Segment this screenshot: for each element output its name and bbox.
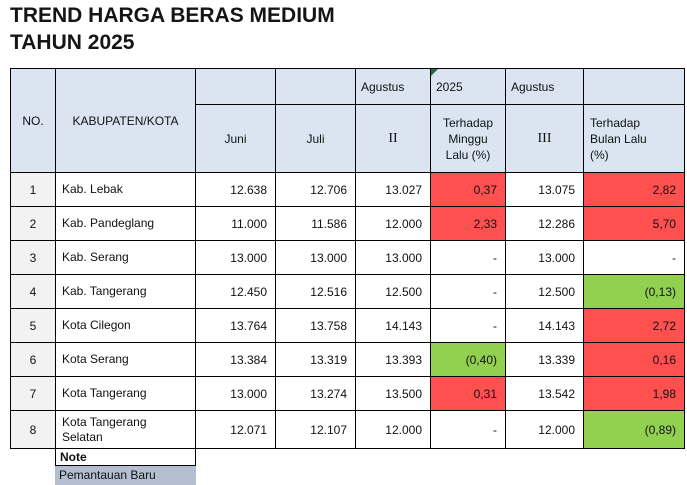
price-agustus-iii-cell: 14.143 — [505, 308, 584, 343]
excel-corner-marker-icon — [431, 69, 438, 76]
region-name-cell: Kab. Pandeglang — [55, 206, 196, 241]
price-agustus-ii-cell: 13.393 — [355, 342, 431, 377]
change-vs-week-cell: 0,31 — [430, 376, 506, 411]
table-row: 2 Kab. Pandeglang 11.000 11.586 12.000 2… — [10, 206, 685, 241]
change-vs-month-cell: - — [583, 240, 685, 275]
change-vs-month-cell: 2,82 — [583, 172, 685, 207]
change-vs-month-cell: 5,70 — [583, 206, 685, 241]
header-empty-juli — [275, 68, 356, 105]
header-region: KABUPATEN/KOTA — [55, 68, 196, 173]
table-row: 6 Kota Serang 13.384 13.319 13.393 (0,40… — [10, 342, 685, 377]
page-title-line2: TAHUN 2025 — [10, 31, 135, 54]
header-week-iii: III — [505, 104, 584, 173]
row-number-cell: 3 — [10, 240, 56, 275]
price-juni-cell: 12.071 — [195, 410, 276, 449]
price-juli-cell: 13.758 — [275, 308, 356, 343]
table-row: 1 Kab. Lebak 12.638 12.706 13.027 0,37 1… — [10, 172, 685, 207]
price-agustus-iii-cell: 13.339 — [505, 342, 584, 377]
header-year-label: 2025 — [436, 79, 463, 94]
price-juli-cell: 12.107 — [275, 410, 356, 449]
region-name-cell: Kab. Serang — [55, 240, 196, 275]
header-no: NO. — [10, 68, 56, 173]
table-row: 3 Kab. Serang 13.000 13.000 13.000 - 13.… — [10, 240, 685, 275]
change-vs-week-cell: - — [430, 410, 506, 449]
row-number-cell: 4 — [10, 274, 56, 309]
change-vs-week-cell: (0,40) — [430, 342, 506, 377]
price-agustus-iii-cell: 12.286 — [505, 206, 584, 241]
price-juni-cell: 12.638 — [195, 172, 276, 207]
row-number-cell: 2 — [10, 206, 56, 241]
price-juni-cell: 13.000 — [195, 240, 276, 275]
row-number-cell: 6 — [10, 342, 56, 377]
price-agustus-iii-cell: 13.000 — [505, 240, 584, 275]
price-agustus-iii-cell: 12.500 — [505, 274, 584, 309]
price-agustus-ii-cell: 13.500 — [355, 376, 431, 411]
change-vs-month-cell: 1,98 — [583, 376, 685, 411]
change-vs-month-cell: 2,72 — [583, 308, 685, 343]
header-week-ii: II — [355, 104, 431, 173]
price-juli-cell: 13.000 — [275, 240, 356, 275]
change-vs-week-cell: - — [430, 240, 506, 275]
header-juni: Juni — [195, 104, 276, 173]
header-agustus-b: Agustus — [505, 68, 584, 105]
page-title-line1: TREND HARGA BERAS MEDIUM — [10, 4, 335, 27]
note-legend-pemantauan-baru: Pemantauan Baru — [55, 466, 196, 485]
table-row: 5 Kota Cilegon 13.764 13.758 14.143 - 14… — [10, 308, 685, 343]
region-name-cell: Kab. Tangerang — [55, 274, 196, 309]
price-agustus-ii-cell: 12.500 — [355, 274, 431, 309]
region-name-cell: Kota Serang — [55, 342, 196, 377]
header-juli: Juli — [275, 104, 356, 173]
price-agustus-ii-cell: 12.000 — [355, 410, 431, 449]
change-vs-week-cell: 0,37 — [430, 172, 506, 207]
region-name-cell: Kab. Lebak — [55, 172, 196, 207]
row-number-cell: 7 — [10, 376, 56, 411]
price-agustus-iii-cell: 13.075 — [505, 172, 584, 207]
header-vs-month: Terhadap Bulan Lalu (%) — [583, 104, 685, 173]
note-label: Note — [55, 448, 196, 466]
change-vs-month-cell: (0,13) — [583, 274, 685, 309]
header-agustus-a: Agustus — [355, 68, 431, 105]
header-row-top: NO. KABUPATEN/KOTA Agustus 2025 Agustus — [10, 68, 685, 173]
price-juni-cell: 13.000 — [195, 376, 276, 411]
header-row-bottom: Juni Juli II Terhadap Minggu Lalu (%) II… — [11, 104, 685, 173]
price-juli-cell: 13.274 — [275, 376, 356, 411]
table-row: 7 Kota Tangerang 13.000 13.274 13.500 0,… — [10, 376, 685, 411]
price-agustus-ii-cell: 13.000 — [355, 240, 431, 275]
price-agustus-iii-cell: 12.000 — [505, 410, 584, 449]
region-name-cell: Kota Tangerang — [55, 376, 196, 411]
page-title: TREND HARGA BERAS MEDIUM TAHUN 2025 — [10, 2, 335, 56]
header-year: 2025 — [430, 68, 506, 105]
price-agustus-ii-cell: 14.143 — [355, 308, 431, 343]
price-table: NO. KABUPATEN/KOTA Agustus 2025 Agustus … — [10, 68, 685, 449]
price-juli-cell: 11.586 — [275, 206, 356, 241]
change-vs-week-cell: - — [430, 308, 506, 343]
price-juni-cell: 11.000 — [195, 206, 276, 241]
change-vs-week-cell: 2,33 — [430, 206, 506, 241]
price-juli-cell: 12.706 — [275, 172, 356, 207]
header-empty-juni — [195, 68, 276, 105]
price-juni-cell: 13.764 — [195, 308, 276, 343]
price-agustus-ii-cell: 13.027 — [355, 172, 431, 207]
region-name-cell: Kota Tangerang Selatan — [55, 410, 196, 449]
region-name-cell: Kota Cilegon — [55, 308, 196, 343]
header-empty-last — [583, 68, 685, 105]
row-number-cell: 1 — [10, 172, 56, 207]
row-number-cell: 5 — [10, 308, 56, 343]
header-vs-week: Terhadap Minggu Lalu (%) — [430, 104, 506, 173]
row-number-cell: 8 — [10, 410, 56, 449]
table-row: 4 Kab. Tangerang 12.450 12.516 12.500 - … — [10, 274, 685, 309]
price-juni-cell: 12.450 — [195, 274, 276, 309]
price-agustus-iii-cell: 13.542 — [505, 376, 584, 411]
price-juli-cell: 13.319 — [275, 342, 356, 377]
price-juni-cell: 13.384 — [195, 342, 276, 377]
change-vs-month-cell: 0,16 — [583, 342, 685, 377]
table-row: 8 Kota Tangerang Selatan 12.071 12.107 1… — [10, 410, 685, 449]
price-juli-cell: 12.516 — [275, 274, 356, 309]
change-vs-week-cell: - — [430, 274, 506, 309]
price-agustus-ii-cell: 12.000 — [355, 206, 431, 241]
change-vs-month-cell: (0,89) — [583, 410, 685, 449]
